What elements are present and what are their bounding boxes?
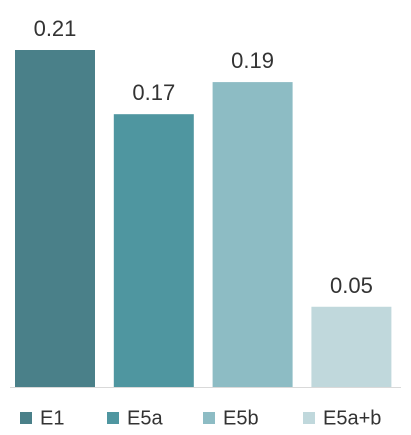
bar (15, 50, 95, 387)
bar (311, 306, 392, 387)
legend-label: E5b (223, 407, 259, 429)
legend-label: E1 (40, 407, 64, 429)
bar (113, 114, 194, 387)
data-label: 0.17 (132, 80, 175, 105)
legend-swatch (20, 412, 32, 424)
legend-swatch (203, 412, 215, 424)
legend-swatch (107, 412, 119, 424)
data-label: 0.21 (34, 16, 77, 41)
bar (212, 82, 293, 387)
data-label: 0.05 (330, 273, 373, 298)
legend-label: E5a (127, 407, 163, 429)
data-label: 0.19 (231, 48, 274, 73)
legend-label: E5a+b (323, 407, 381, 429)
legend-swatch (303, 412, 315, 424)
